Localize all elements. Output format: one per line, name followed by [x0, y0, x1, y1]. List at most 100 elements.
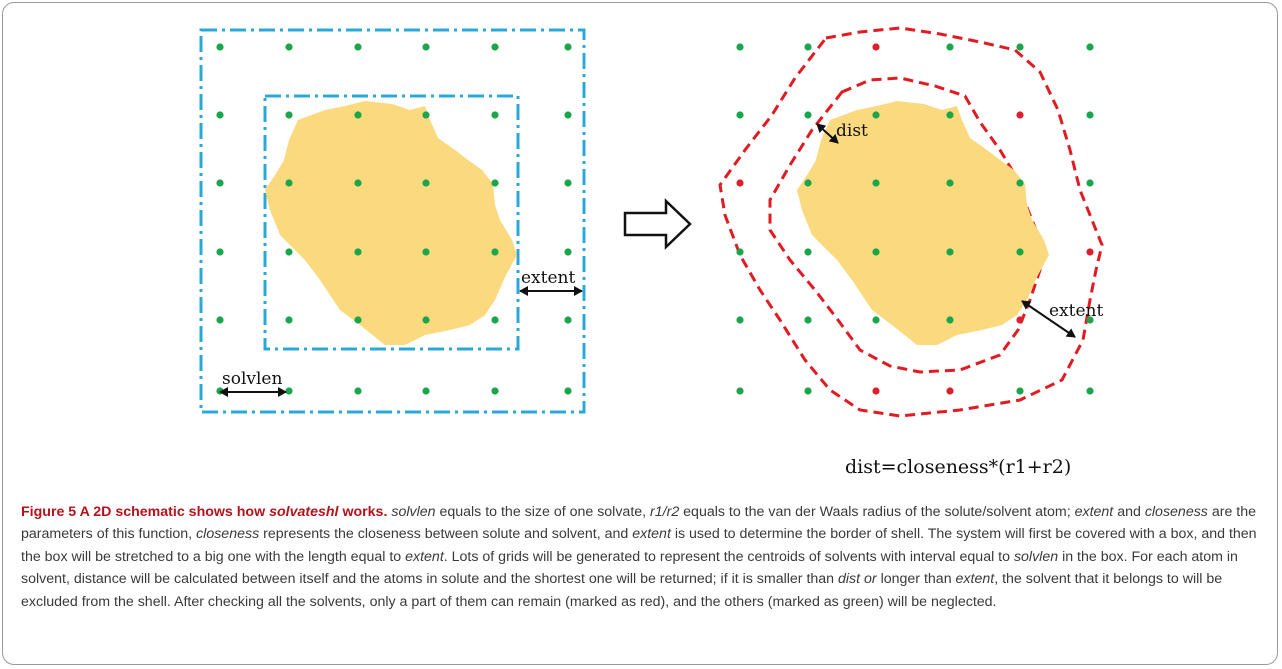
transform-arrow-icon: [623, 198, 692, 250]
solvent-dot: [564, 111, 572, 119]
solvent-dot: [736, 43, 744, 51]
solvent-dot: [285, 316, 293, 324]
solvent-dot: [736, 248, 744, 256]
solvent-dot: [804, 316, 812, 324]
dist-arrow: [816, 123, 839, 144]
extent-label-right: extent: [1049, 301, 1103, 321]
solvent-dot: [285, 248, 293, 256]
inner-shell-boundary: [768, 76, 1042, 374]
solvent-dot: [354, 248, 362, 256]
solvent-dot: [872, 111, 880, 119]
solvent-dot: [216, 179, 224, 187]
solvent-dot: [491, 387, 499, 395]
solvent-dot: [422, 111, 430, 119]
dist-formula: dist=closeness*(r1+r2): [845, 456, 1071, 478]
caption-segment: solvlen: [391, 504, 436, 520]
caption-segment: in the box. For each atom in solvent, di…: [21, 548, 1238, 588]
solvent-dot: [946, 387, 954, 395]
solvent-dot: [736, 387, 744, 395]
schematic-figure: extent solvlen dist extent dist=closenes…: [199, 26, 1104, 478]
solvent-dot: [354, 179, 362, 187]
solvent-dot: [1086, 387, 1094, 395]
solvent-dot: [491, 179, 499, 187]
caption-segment: extent: [1074, 504, 1114, 520]
solvent-dot: [422, 316, 430, 324]
extent-label-left: extent: [521, 268, 575, 288]
solvent-dot: [564, 316, 572, 324]
solvent-dot: [216, 248, 224, 256]
caption-body: solvlen equals to the size of one solvat…: [21, 504, 1257, 610]
solvent-dot: [354, 316, 362, 324]
solvent-dot: [216, 111, 224, 119]
inner-box: [263, 94, 520, 351]
caption-segment: extent: [955, 571, 995, 588]
solvent-dot: [804, 248, 812, 256]
solvent-dot: [804, 387, 812, 395]
solvent-dot: [422, 43, 430, 51]
left-grid-dots: [216, 43, 572, 395]
solvent-dot: [946, 179, 954, 187]
solvent-dot: [872, 43, 880, 51]
solvent-dot: [736, 316, 744, 324]
solvent-dot: [491, 248, 499, 256]
caption-segment: longer than: [876, 571, 956, 588]
solvent-dot: [1016, 111, 1024, 119]
solvent-dot: [804, 43, 812, 51]
caption-segment: closeness: [1144, 504, 1208, 520]
solvent-dot: [422, 179, 430, 187]
caption-segment: closeness: [196, 526, 260, 543]
solvent-dot: [946, 316, 954, 324]
solute-shape: [265, 101, 517, 345]
solvent-dot: [564, 248, 572, 256]
solvent-dot: [564, 43, 572, 51]
solvent-dot: [1016, 316, 1024, 324]
caption-segment: solvlen: [1013, 548, 1059, 565]
solvent-dot: [216, 43, 224, 51]
solvent-dot: [736, 111, 744, 119]
right-grid-dots: [736, 43, 1094, 395]
dist-label: dist: [836, 121, 868, 141]
solvent-dot: [354, 387, 362, 395]
solute-shape-right: [797, 101, 1049, 345]
solvent-dot: [1086, 43, 1094, 51]
caption-title: Figure 5 A 2D schematic shows how solvat…: [21, 504, 388, 520]
caption-segment: . Lots of grids will be generated to rep…: [443, 548, 1014, 565]
solvent-dot: [354, 111, 362, 119]
left-panel: extent solvlen: [199, 28, 586, 414]
solvent-dot: [946, 43, 954, 51]
solvent-dot: [1016, 43, 1024, 51]
solvent-dot: [216, 316, 224, 324]
solvent-dot: [946, 111, 954, 119]
extent-arrow-right: [1021, 300, 1076, 338]
right-panel: dist extent dist=closeness*(r1+r2): [718, 26, 1104, 478]
solvent-dot: [422, 387, 430, 395]
solvent-dot: [285, 387, 293, 395]
solvent-dot: [491, 111, 499, 119]
solvent-dot: [491, 43, 499, 51]
caption-segment: dist or: [838, 571, 877, 588]
caption-segment: extent: [632, 526, 671, 543]
solvent-dot: [946, 248, 954, 256]
caption-segment: is used to determine the border of shell…: [21, 526, 1257, 565]
solvent-dot: [1016, 248, 1024, 256]
solvent-dot: [1016, 387, 1024, 395]
solvent-dot: [285, 43, 293, 51]
solvent-dot: [1086, 111, 1094, 119]
solvent-dot: [285, 111, 293, 119]
solvent-dot: [804, 111, 812, 119]
solvent-dot: [736, 179, 744, 187]
caption-segment: , the solvent that it belongs to will be…: [21, 571, 1223, 610]
solvent-dot: [872, 248, 880, 256]
solvent-dot: [1016, 179, 1024, 187]
solvent-dot: [1086, 248, 1094, 256]
solvent-dot: [564, 179, 572, 187]
outer-box: [199, 28, 586, 414]
caption-segment: and: [1113, 504, 1145, 520]
caption-segment: r1/r2: [650, 504, 680, 520]
solvent-dot: [354, 43, 362, 51]
solvent-dot: [564, 387, 572, 395]
solvent-dot: [491, 316, 499, 324]
solvent-dot: [872, 387, 880, 395]
figure-caption: Figure 5 A 2D schematic shows how solvat…: [21, 501, 1266, 613]
